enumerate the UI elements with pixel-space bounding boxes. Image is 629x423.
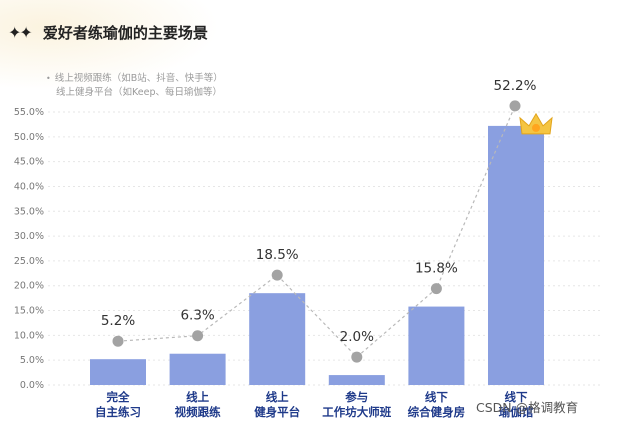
x-category-label: 线下 [425, 390, 448, 404]
x-category-label: 工作坊大师班 [322, 405, 391, 419]
x-category-label: 线上 [186, 390, 209, 404]
y-tick-label: 25.0% [14, 256, 44, 267]
header-background [0, 0, 220, 90]
y-tick-label: 20.0% [14, 281, 44, 292]
data-marker [430, 283, 442, 295]
y-tick-label: 15.0% [14, 306, 44, 317]
chart-title: 爱好者练瑜伽的主要场景 [42, 24, 208, 42]
y-tick-label: 55.0% [14, 107, 44, 118]
data-label: 6.3% [180, 308, 214, 324]
data-marker [192, 330, 204, 342]
bar [90, 359, 146, 385]
x-category-label: 综合健身房 [408, 405, 466, 419]
x-category-label: 线下 [505, 390, 528, 404]
x-category-label: 参与 [344, 390, 368, 404]
bar [249, 293, 306, 385]
data-marker [271, 269, 283, 281]
note-line: 线上健身平台（如Keep、每日瑜伽等） [46, 86, 223, 100]
y-tick-label: 0.0% [20, 380, 44, 391]
data-label: 52.2% [494, 78, 537, 94]
note-line: • 线上视频跟练（如B站、抖音、快手等） [46, 72, 223, 86]
y-tick-label: 50.0% [14, 132, 44, 143]
data-marker [509, 100, 521, 112]
data-label: 15.8% [415, 261, 458, 277]
data-label: 2.0% [340, 329, 374, 345]
x-category-label: 瑜伽馆 [499, 405, 534, 419]
y-tick-label: 30.0% [14, 231, 44, 242]
connector-line [117, 105, 516, 358]
chart-header: ✦✦ 爱好者练瑜伽的主要场景 [8, 22, 208, 43]
y-tick-label: 5.0% [20, 355, 44, 366]
bar [169, 353, 226, 385]
bar [408, 306, 465, 385]
y-tick-label: 40.0% [14, 181, 44, 192]
y-tick-label: 45.0% [14, 157, 44, 168]
chart-notes: • 线上视频跟练（如B站、抖音、快手等） 线上健身平台（如Keep、每日瑜伽等） [46, 72, 223, 100]
x-category-label: 线上 [266, 390, 289, 404]
crown-gem [532, 123, 540, 132]
bullet-icon: • [46, 74, 51, 83]
y-tick-label: 10.0% [14, 330, 44, 341]
x-category-label: 完全 [107, 390, 130, 404]
x-category-label: 自主练习 [95, 405, 141, 419]
data-label: 5.2% [101, 313, 135, 329]
sparkle-icon: ✦✦ [8, 23, 33, 42]
bar [488, 125, 544, 385]
watermark: CSDN @格调教育 [476, 400, 579, 415]
bar [328, 375, 385, 385]
x-category-label: 健身平台 [254, 405, 300, 419]
data-marker [112, 335, 124, 347]
note-text: 线上视频跟练（如B站、抖音、快手等） [54, 73, 223, 84]
note-text: 线上健身平台（如Keep、每日瑜伽等） [56, 87, 222, 98]
data-marker [351, 351, 363, 363]
y-tick-label: 35.0% [14, 206, 44, 217]
data-label: 18.5% [256, 247, 299, 263]
x-category-label: 视频跟练 [175, 405, 221, 419]
